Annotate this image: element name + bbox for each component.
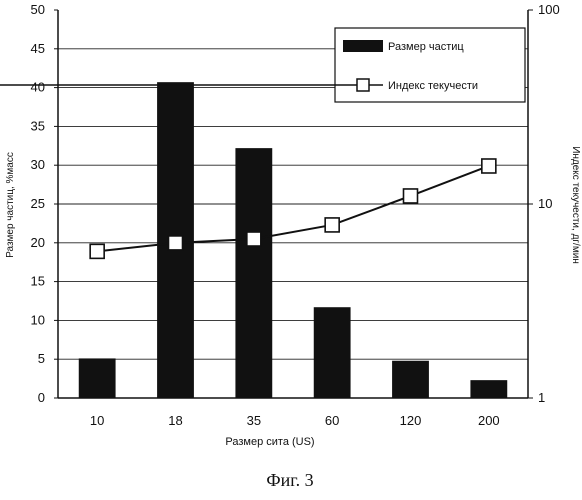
bar-series <box>79 82 507 398</box>
y2-tick-label: 1 <box>538 390 545 405</box>
bar <box>79 358 116 398</box>
y-tick-label: 20 <box>31 235 45 250</box>
x-tick-label: 10 <box>90 413 104 428</box>
line-marker <box>169 236 183 250</box>
y-tick-label: 35 <box>31 118 45 133</box>
legend: Размер частиц Индекс текучести <box>0 28 525 102</box>
y-tick-label: 40 <box>31 80 45 95</box>
y2-tick-label: 10 <box>538 196 552 211</box>
legend-line-label: Индекс текучести <box>388 80 478 92</box>
x-axis-label: Размер сита (US) <box>225 436 314 448</box>
y-tick-label: 5 <box>38 351 45 366</box>
y-tick-label: 25 <box>31 196 45 211</box>
x-tick-label: 120 <box>400 413 422 428</box>
line-marker <box>404 189 418 203</box>
line-marker <box>247 232 261 246</box>
line-marker <box>325 218 339 232</box>
y2-axis-label: Индекс текучести, дг/мин <box>570 146 581 264</box>
y2-tick-label: 100 <box>538 2 560 17</box>
line-marker <box>482 159 496 173</box>
y-tick-label: 30 <box>31 157 45 172</box>
y-tick-label: 50 <box>31 2 45 17</box>
x-tick-label: 60 <box>325 413 339 428</box>
x-tick-label: 200 <box>478 413 500 428</box>
y-axis-label: Размер частиц, %масс <box>5 152 16 258</box>
y-tick-label: 10 <box>31 312 45 327</box>
figure-caption: Фиг. 3 <box>266 470 313 490</box>
y-tick-label: 0 <box>38 390 45 405</box>
y-tick-label: 15 <box>31 274 45 289</box>
y-tick-label: 45 <box>31 41 45 56</box>
series-line <box>97 166 489 251</box>
bar <box>392 361 429 398</box>
legend-bar-label: Размер частиц <box>388 41 464 53</box>
x-tick-label: 35 <box>247 413 261 428</box>
line-marker <box>90 244 104 258</box>
bar <box>470 380 507 398</box>
legend-line-marker <box>357 79 369 91</box>
bar <box>235 148 272 398</box>
legend-bar-swatch <box>343 40 383 52</box>
line-series <box>90 159 496 258</box>
bar <box>314 307 351 398</box>
x-tick-label: 18 <box>168 413 182 428</box>
